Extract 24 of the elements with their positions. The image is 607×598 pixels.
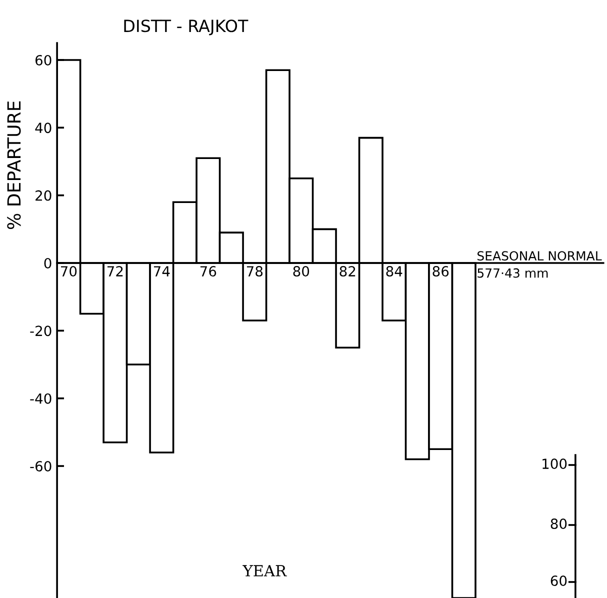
x-tick-label: 80: [293, 266, 310, 277]
chart-title: DISTT - RAJKOT: [124, 20, 248, 36]
x-tick-label: 74: [154, 266, 170, 276]
x-tick-label: 84: [386, 266, 402, 277]
y-tick-label: 40: [35, 122, 52, 134]
y-tick-label: -60: [30, 461, 52, 472]
x-tick-label: 78: [246, 266, 263, 277]
x-tick-label: 86: [432, 266, 449, 277]
x-tick-label: 70: [60, 266, 77, 277]
x-tick-label: 72: [107, 266, 123, 276]
text: 100: [542, 458, 567, 470]
x-tick-label: 76: [200, 266, 216, 277]
y-tick-label: -20: [30, 326, 52, 336]
y-tick-label: 60: [35, 54, 52, 66]
y-axis-title: % DEPARTURE: [7, 101, 21, 230]
x-axis-title: YEAR: [242, 565, 287, 576]
text: 577·43 mm: [478, 268, 548, 278]
y-tick-label: 0: [44, 258, 52, 268]
text: 80: [550, 518, 567, 530]
y-tick-label: 20: [36, 190, 52, 201]
text: SEASONAL NORMAL: [477, 251, 602, 261]
y-tick-label: -40: [30, 393, 52, 404]
x-tick-label: 82: [340, 266, 356, 277]
text: 60: [550, 576, 567, 586]
